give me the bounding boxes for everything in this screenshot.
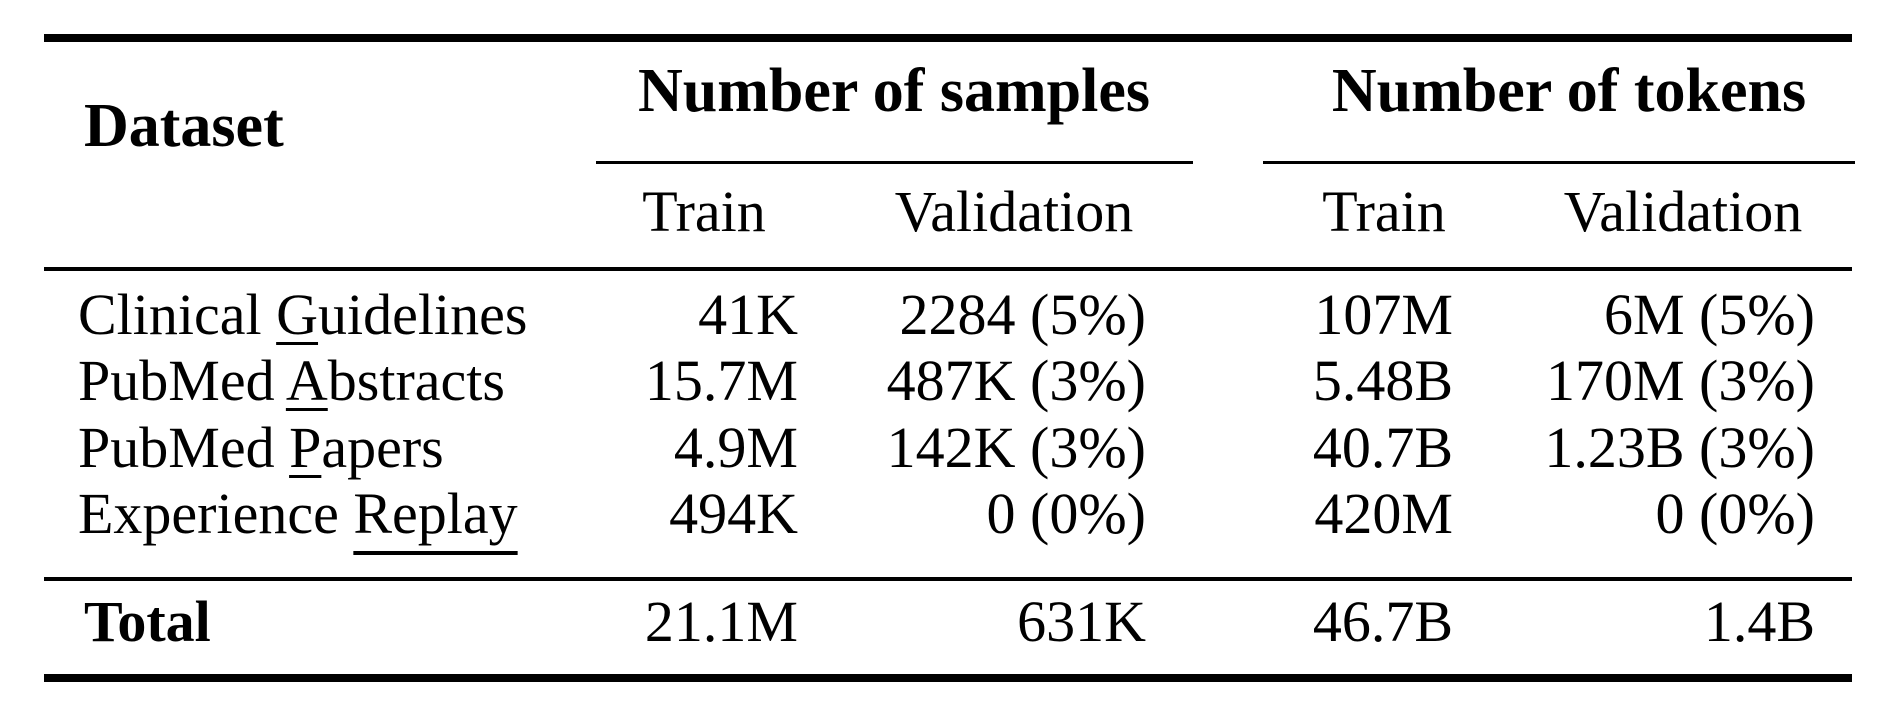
row-label-experience-replay: Experience Replay (78, 485, 518, 543)
group-header-samples: Number of samples (637, 57, 1151, 125)
underlined-word: Replay (353, 481, 518, 546)
cell-samples-train: 41K (698, 282, 798, 347)
row-label-text: PubMed (78, 415, 290, 480)
total-row-label: Total (84, 589, 211, 654)
subheader-tokens-train: Train (1322, 179, 1446, 244)
cell-samples-validation: 2284 (5%) (899, 282, 1146, 347)
row-label-clinical-guidelines: Clinical Guidelines (78, 286, 527, 344)
cell-tokens-train: 5.48B (1312, 348, 1453, 413)
row-label-pubmed-papers: PubMed Papers (78, 419, 444, 477)
tokens-group-rule (1263, 161, 1855, 164)
cell-tokens-validation: 6M (5%) (1603, 282, 1815, 347)
cell-samples-train: 4.9M (673, 415, 798, 480)
total-tokens-validation: 1.4B (1703, 589, 1815, 654)
group-header-tokens: Number of tokens (1331, 57, 1807, 125)
underlined-letter: G (276, 282, 319, 347)
top-rule (44, 34, 1852, 42)
row-label-pubmed-abstracts: PubMed Abstracts (78, 352, 505, 410)
total-samples-validation: 631K (1017, 589, 1146, 654)
cell-samples-train: 494K (669, 481, 798, 546)
total-rule (44, 577, 1852, 581)
cell-samples-train: 15.7M (644, 348, 798, 413)
underlined-letter: P (289, 415, 322, 480)
cell-samples-validation: 0 (0%) (986, 481, 1146, 546)
cell-tokens-validation: 170M (3%) (1545, 348, 1815, 413)
row-label-text: PubMed (78, 348, 286, 413)
bottom-rule (44, 674, 1852, 682)
cell-tokens-validation: 1.23B (3%) (1544, 415, 1815, 480)
underlined-letter: A (285, 348, 328, 413)
cell-tokens-train: 107M (1314, 282, 1453, 347)
cell-samples-validation: 487K (3%) (886, 348, 1146, 413)
subheader-samples-validation: Validation (894, 179, 1134, 244)
column-header-dataset: Dataset (84, 92, 284, 160)
cell-samples-validation: 142K (3%) (886, 415, 1146, 480)
samples-group-rule (596, 161, 1193, 164)
row-label-text: Clinical (78, 282, 277, 347)
total-tokens-train: 46.7B (1312, 589, 1453, 654)
total-samples-train: 21.1M (644, 589, 798, 654)
cell-tokens-train: 420M (1314, 481, 1453, 546)
header-rule (44, 267, 1852, 271)
row-label-text: bstracts (327, 348, 505, 413)
subheader-tokens-validation: Validation (1563, 179, 1803, 244)
row-label-text: Experience (78, 481, 354, 546)
row-label-text: apers (321, 415, 444, 480)
cell-tokens-validation: 0 (0%) (1655, 481, 1815, 546)
subheader-samples-train: Train (642, 179, 766, 244)
row-label-text: uidelines (318, 282, 528, 347)
cell-tokens-train: 40.7B (1312, 415, 1453, 480)
